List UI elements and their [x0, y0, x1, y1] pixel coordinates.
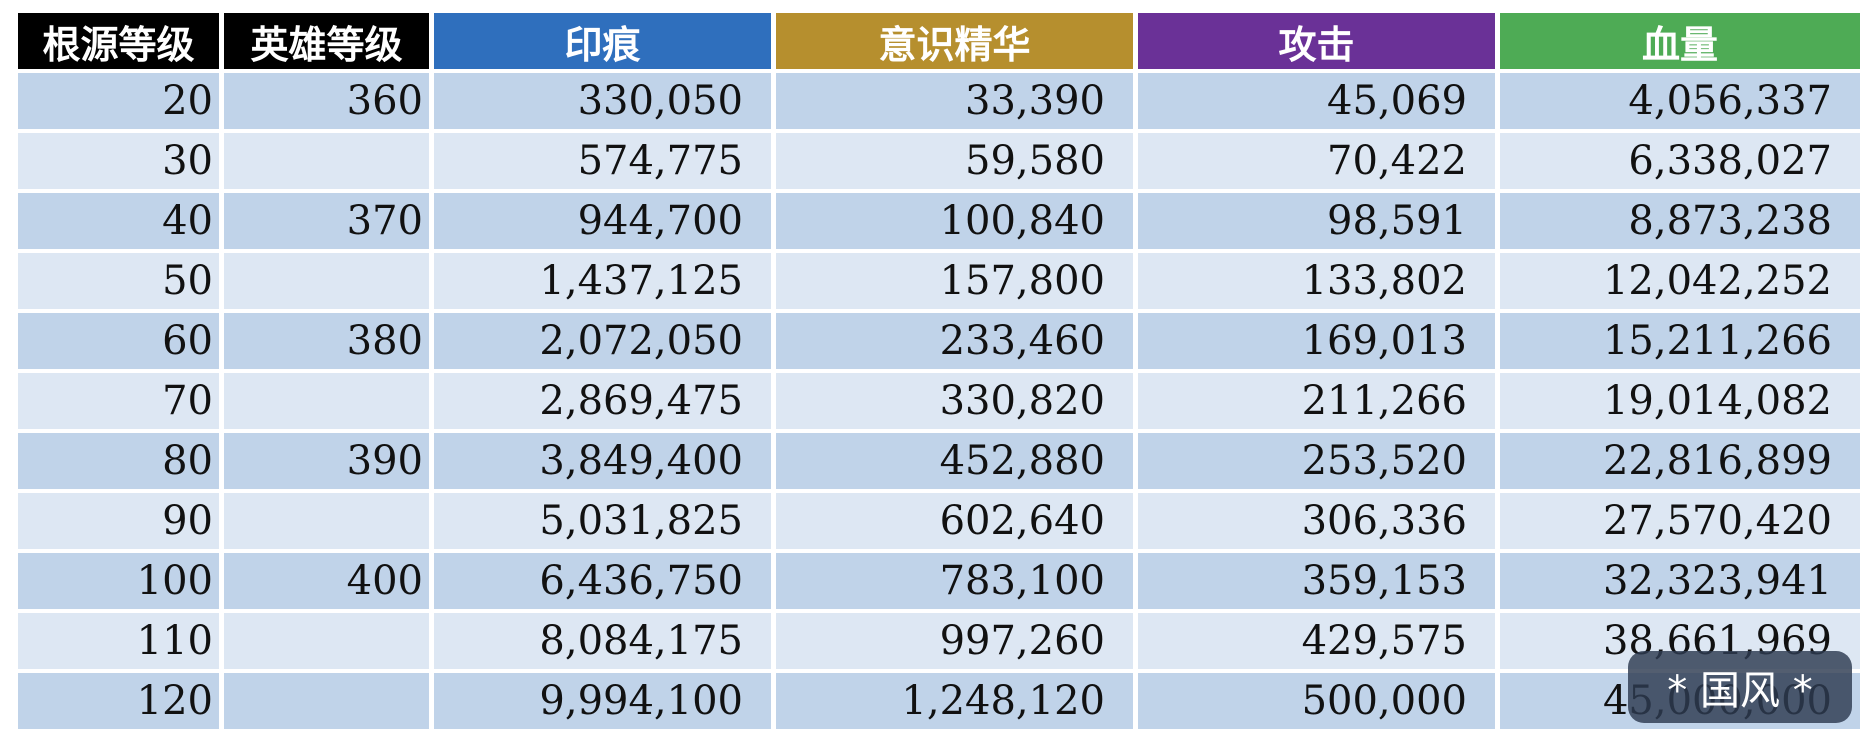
cell-hp: 6,338,027: [1500, 133, 1860, 189]
cell-root-level: 20: [18, 73, 219, 129]
cell-hp: 32,323,941: [1500, 553, 1860, 609]
cell-essence: 602,640: [776, 493, 1133, 549]
cell-attack: 45,069: [1138, 73, 1495, 129]
cell-attack: 133,802: [1138, 253, 1495, 309]
cell-hp: 8,873,238: [1500, 193, 1860, 249]
cell-attack: 500,000: [1138, 673, 1495, 729]
cell-root-level: 120: [18, 673, 219, 729]
cell-attack: 211,266: [1138, 373, 1495, 429]
cell-hero-level: 370: [224, 193, 429, 249]
cell-imprint: 3,849,400: [434, 433, 771, 489]
cell-hero-level: [224, 613, 429, 669]
header-imprint: 印痕: [434, 13, 771, 69]
cell-imprint: 6,436,750: [434, 553, 771, 609]
cell-hp: 27,570,420: [1500, 493, 1860, 549]
cell-root-level: 80: [18, 433, 219, 489]
cell-essence: 157,800: [776, 253, 1133, 309]
cell-imprint: 5,031,825: [434, 493, 771, 549]
cell-imprint: 330,050: [434, 73, 771, 129]
cell-imprint: 1,437,125: [434, 253, 771, 309]
cell-essence: 100,840: [776, 193, 1133, 249]
header-hero-level: 英雄等级: [224, 13, 429, 69]
cell-hero-level: [224, 133, 429, 189]
watermark-logo: * 国风 *: [1628, 651, 1852, 723]
header-attack: 攻击: [1138, 13, 1495, 69]
header-hp: 血量: [1500, 13, 1860, 69]
cell-essence: 233,460: [776, 313, 1133, 369]
cell-attack: 169,013: [1138, 313, 1495, 369]
cell-root-level: 50: [18, 253, 219, 309]
cell-attack: 306,336: [1138, 493, 1495, 549]
cell-attack: 253,520: [1138, 433, 1495, 489]
cell-root-level: 60: [18, 313, 219, 369]
cell-essence: 1,248,120: [776, 673, 1133, 729]
cell-imprint: 8,084,175: [434, 613, 771, 669]
cell-essence: 330,820: [776, 373, 1133, 429]
cell-essence: 997,260: [776, 613, 1133, 669]
cell-hero-level: 360: [224, 73, 429, 129]
cell-hero-level: 400: [224, 553, 429, 609]
cell-essence: 452,880: [776, 433, 1133, 489]
level-table: 根源等级 英雄等级 印痕 意识精华 攻击 血量 20 360 330,050 33,390 45,0…: [18, 13, 1860, 729]
cell-essence: 59,580: [776, 133, 1133, 189]
cell-imprint: 2,869,475: [434, 373, 771, 429]
cell-attack: 429,575: [1138, 613, 1495, 669]
cell-imprint: 9,994,100: [434, 673, 771, 729]
cell-hp: 12,042,252: [1500, 253, 1860, 309]
cell-essence: 783,100: [776, 553, 1133, 609]
cell-root-level: 70: [18, 373, 219, 429]
cell-root-level: 110: [18, 613, 219, 669]
cell-root-level: 90: [18, 493, 219, 549]
cell-attack: 70,422: [1138, 133, 1495, 189]
cell-hero-level: 380: [224, 313, 429, 369]
cell-root-level: 30: [18, 133, 219, 189]
cell-imprint: 2,072,050: [434, 313, 771, 369]
cell-hp: 19,014,082: [1500, 373, 1860, 429]
cell-hero-level: [224, 673, 429, 729]
cell-root-level: 100: [18, 553, 219, 609]
cell-hp: 22,816,899: [1500, 433, 1860, 489]
cell-hero-level: [224, 373, 429, 429]
cell-hp: 15,211,266: [1500, 313, 1860, 369]
cell-hero-level: [224, 493, 429, 549]
cell-attack: 359,153: [1138, 553, 1495, 609]
cell-essence: 33,390: [776, 73, 1133, 129]
cell-root-level: 40: [18, 193, 219, 249]
cell-hero-level: 390: [224, 433, 429, 489]
cell-hero-level: [224, 253, 429, 309]
cell-imprint: 944,700: [434, 193, 771, 249]
header-root-level: 根源等级: [18, 13, 219, 69]
cell-imprint: 574,775: [434, 133, 771, 189]
header-essence: 意识精华: [776, 13, 1133, 69]
cell-attack: 98,591: [1138, 193, 1495, 249]
cell-hp: 4,056,337: [1500, 73, 1860, 129]
